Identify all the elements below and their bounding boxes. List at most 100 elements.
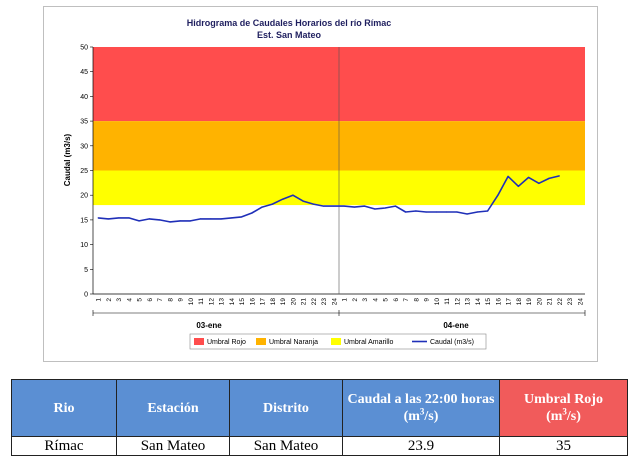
x-tick-label-36: 13 xyxy=(465,298,472,306)
header-distrito: Distrito xyxy=(229,379,343,437)
y-tick-label-1: 5 xyxy=(84,267,88,274)
cell-umbral-rojo: 35 xyxy=(499,436,628,456)
x-tick-label-26: 3 xyxy=(362,298,369,302)
table-row: Rímac San Mateo San Mateo 23.9 35 xyxy=(11,436,628,456)
data-point-0-32 xyxy=(425,211,427,213)
header-estacion: Estación xyxy=(116,379,230,437)
x-tick-label-24: 1 xyxy=(342,298,349,302)
y-tick-label-5: 25 xyxy=(80,168,88,175)
x-tick-label-15: 16 xyxy=(249,298,256,306)
data-point-0-36 xyxy=(466,213,468,215)
data-point-0-37 xyxy=(476,211,478,213)
x-tick-label-29: 6 xyxy=(393,298,400,302)
cell-estacion: San Mateo xyxy=(116,436,230,456)
table-header-row: Rio Estación Distrito Caudal a las 22:00… xyxy=(11,379,628,437)
y-axis-label: Caudal (m3/s) xyxy=(63,133,72,186)
x-tick-label-33: 10 xyxy=(434,298,441,306)
data-point-0-11 xyxy=(210,218,212,220)
data-point-0-43 xyxy=(538,182,540,184)
data-point-0-18 xyxy=(282,198,284,200)
cell-rio: Rímac xyxy=(11,436,117,456)
data-point-0-40 xyxy=(507,175,509,178)
data-point-0-0 xyxy=(97,217,99,219)
x-tick-label-9: 10 xyxy=(188,298,195,306)
data-point-0-39 xyxy=(497,194,499,196)
x-tick-label-43: 20 xyxy=(536,298,543,306)
x-tick-label-45: 22 xyxy=(557,298,564,306)
data-point-0-29 xyxy=(394,205,396,207)
data-point-0-26 xyxy=(364,205,366,207)
x-tick-label-13: 14 xyxy=(229,298,236,306)
y-tick-label-6: 30 xyxy=(80,143,88,150)
x-tick-label-12: 13 xyxy=(219,298,226,306)
data-point-0-7 xyxy=(169,221,171,223)
x-tick-label-35: 12 xyxy=(454,298,461,306)
data-point-0-13 xyxy=(230,217,232,219)
data-point-0-17 xyxy=(271,203,273,205)
cell-caudal: 23.9 xyxy=(342,436,500,456)
cell-distrito: San Mateo xyxy=(229,436,343,456)
y-tick-label-9: 45 xyxy=(80,69,88,76)
x-tick-label-3: 4 xyxy=(126,298,133,302)
x-tick-label-42: 19 xyxy=(526,298,533,306)
data-point-0-9 xyxy=(189,220,191,222)
data-point-0-35 xyxy=(456,211,458,213)
y-tick-label-8: 40 xyxy=(80,94,88,101)
header-umbral-rojo: Umbral Rojo (m3/s) xyxy=(499,379,628,437)
chart-frame: Hidrograma de Caudales Horarios del río … xyxy=(43,6,598,362)
data-point-0-33 xyxy=(435,211,437,213)
data-point-0-14 xyxy=(241,216,243,218)
x-tick-label-46: 23 xyxy=(567,298,574,306)
x-tick-label-0: 1 xyxy=(96,298,103,302)
data-point-0-2 xyxy=(118,217,120,219)
data-point-0-38 xyxy=(487,210,489,212)
data-point-0-15 xyxy=(251,212,253,214)
x-tick-label-39: 16 xyxy=(495,298,502,306)
x-tick-label-21: 22 xyxy=(311,298,318,306)
y-tick-label-0: 0 xyxy=(84,292,88,299)
day-label-2: 04-ene xyxy=(443,321,469,330)
x-tick-label-37: 14 xyxy=(475,298,482,306)
data-point-0-24 xyxy=(343,205,345,207)
legend-label-caudal: Caudal (m3/s) xyxy=(430,339,474,346)
header-umbral-unit: (m3/s) xyxy=(546,406,581,424)
x-tick-label-5: 6 xyxy=(147,298,154,302)
x-tick-label-10: 11 xyxy=(198,298,205,305)
chart-subtitle: Est. San Mateo xyxy=(257,30,322,40)
legend-swatch-rojo xyxy=(194,338,204,345)
data-point-0-8 xyxy=(179,220,181,222)
data-point-0-44 xyxy=(548,177,550,180)
x-tick-label-17: 18 xyxy=(270,298,277,306)
data-point-0-6 xyxy=(159,219,161,221)
x-tick-label-47: 24 xyxy=(577,298,584,306)
header-caudal: Caudal a las 22:00 horas (m3/s) xyxy=(342,379,500,437)
data-point-0-45 xyxy=(558,175,560,177)
x-tick-label-20: 21 xyxy=(301,298,308,306)
x-tick-label-41: 18 xyxy=(516,298,523,306)
data-point-0-31 xyxy=(415,210,417,212)
x-tick-label-44: 21 xyxy=(547,298,554,306)
header-caudal-text: Caudal a las 22:00 horas xyxy=(347,392,495,407)
x-tick-label-22: 23 xyxy=(321,298,328,306)
x-tick-label-18: 19 xyxy=(280,298,287,306)
data-point-0-22 xyxy=(323,205,325,207)
header-umbral-text: Umbral Rojo xyxy=(524,392,603,407)
x-tick-label-32: 9 xyxy=(424,298,431,302)
data-point-0-1 xyxy=(107,218,109,220)
data-point-0-5 xyxy=(148,218,150,220)
x-tick-label-1: 2 xyxy=(106,298,113,302)
x-tick-label-19: 20 xyxy=(290,298,297,306)
x-tick-label-38: 15 xyxy=(485,298,492,306)
x-tick-label-30: 7 xyxy=(403,298,410,302)
legend-swatch-naranja xyxy=(256,338,266,345)
x-tick-label-34: 11 xyxy=(444,298,451,305)
x-tick-label-7: 8 xyxy=(167,298,174,302)
x-tick-label-40: 17 xyxy=(506,298,513,306)
legend-label-amarillo: Umbral Amarillo xyxy=(344,339,394,346)
series-line-0 xyxy=(98,175,560,223)
x-tick-label-11: 12 xyxy=(208,298,215,306)
data-point-0-34 xyxy=(446,211,448,213)
hydrograph-chart: Hidrograma de Caudales Horarios del río … xyxy=(63,18,586,350)
data-point-0-25 xyxy=(353,206,355,208)
legend-swatch-amarillo xyxy=(331,338,341,345)
